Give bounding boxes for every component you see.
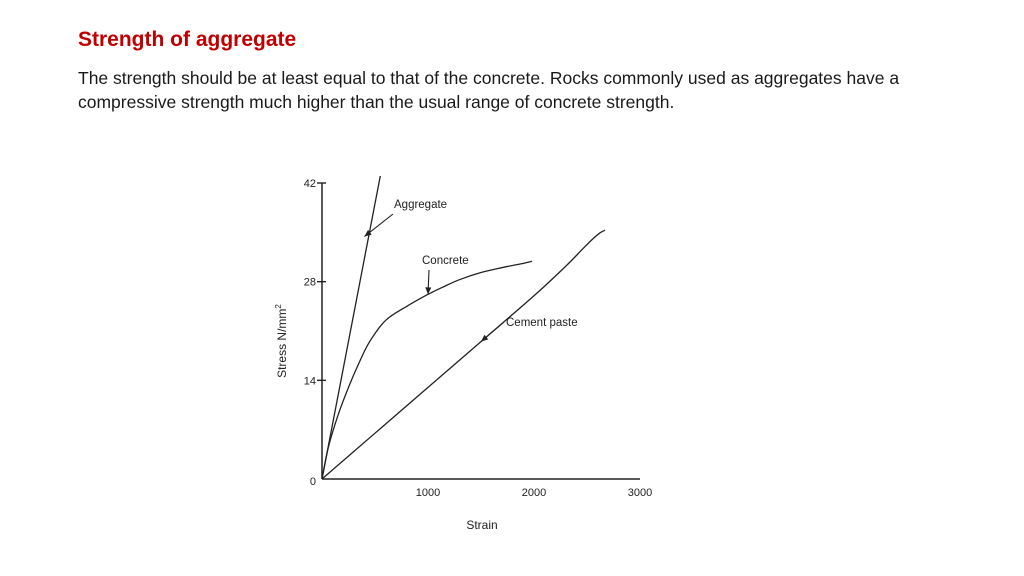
axes (321, 183, 640, 480)
annotation-label-cement-paste: Cement paste (506, 317, 578, 329)
slide-title: Strength of aggregate (78, 28, 297, 51)
y-axis-label-text: Stress N/mm (275, 309, 289, 378)
series-line-aggregate (321, 175, 381, 480)
slide-body-text: The strength should be at least equal to… (78, 68, 900, 112)
x-tick-label: 2000 (522, 487, 546, 499)
series-lines (321, 175, 606, 480)
annotation-label-concrete: Concrete (422, 255, 469, 267)
series-line-concrete (321, 260, 533, 480)
x-tick-label: 1000 (416, 487, 440, 499)
annotation-arrowhead-concrete (425, 287, 432, 295)
origin-tick-label: 0 (310, 476, 316, 488)
annotation-label-aggregate: Aggregate (394, 199, 447, 211)
y-tick-label: 14 (304, 375, 316, 387)
annotations: Aggregate Concrete Cement paste (364, 199, 578, 342)
y-axis-label-superscript: 2 (274, 304, 283, 309)
annotation-arrowhead-aggregate (364, 229, 372, 237)
tick-marks: 42 28 14 1000 2000 3000 (304, 178, 652, 499)
y-axis-label: Stress N/mm2 (274, 304, 289, 378)
x-tick-label: 3000 (628, 487, 652, 499)
y-tick-label: 28 (304, 277, 316, 289)
series-line-cement-paste (321, 229, 606, 480)
x-axis-label: Strain (466, 518, 497, 532)
y-tick-label: 42 (304, 178, 316, 190)
annotation-arrowhead-cement-paste (481, 334, 489, 342)
